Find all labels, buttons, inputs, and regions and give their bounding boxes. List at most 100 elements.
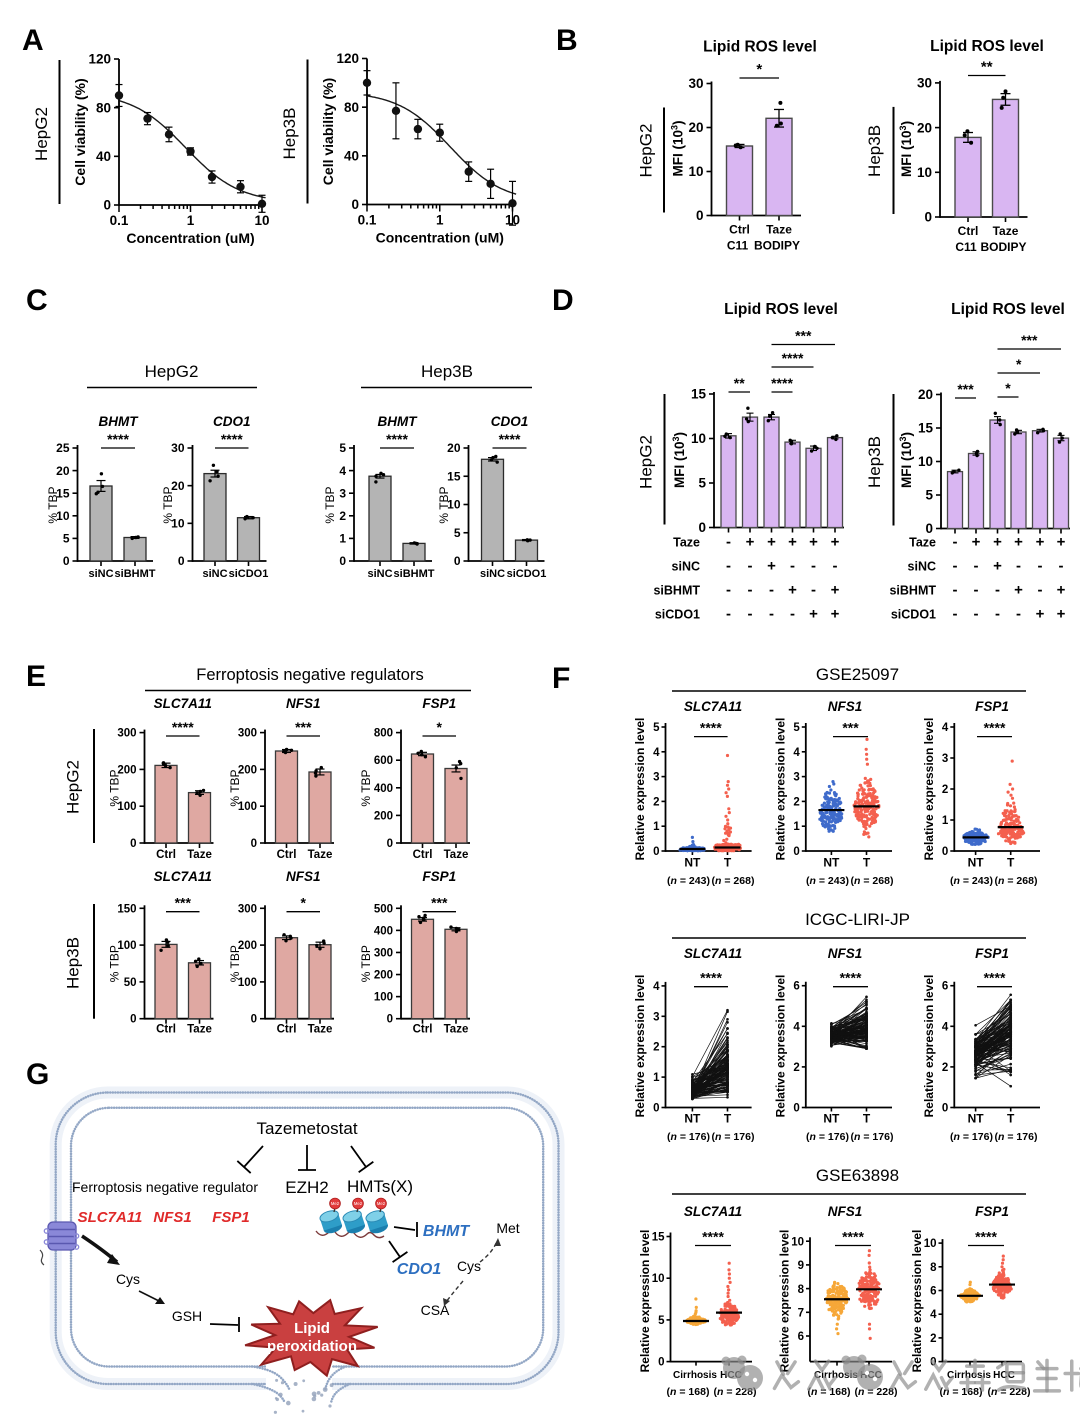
svg-text:1: 1 bbox=[793, 821, 800, 833]
svg-text:Ctrl: Ctrl bbox=[156, 849, 176, 861]
svg-text:0: 0 bbox=[653, 846, 659, 858]
svg-text:siCDO1: siCDO1 bbox=[507, 568, 547, 580]
svg-text:(n = 176): (n = 176) bbox=[667, 1131, 710, 1143]
svg-text:**: ** bbox=[734, 375, 745, 391]
svg-text:0: 0 bbox=[793, 846, 799, 858]
svg-text:SLC7A11: SLC7A11 bbox=[154, 696, 212, 711]
svg-text:***: *** bbox=[431, 895, 448, 911]
svg-text:5: 5 bbox=[63, 532, 70, 546]
svg-text:ICGC-LIRI-JP: ICGC-LIRI-JP bbox=[805, 910, 910, 929]
svg-text:0: 0 bbox=[942, 846, 948, 858]
svg-text:Lipid ROS level: Lipid ROS level bbox=[951, 301, 1065, 318]
svg-text:0: 0 bbox=[63, 554, 70, 568]
svg-text:T: T bbox=[1007, 856, 1015, 870]
svg-text:10: 10 bbox=[254, 213, 269, 228]
svg-text:Cirrhosis: Cirrhosis bbox=[947, 1370, 991, 1381]
svg-text:NFS1: NFS1 bbox=[828, 699, 863, 714]
svg-text:-: - bbox=[1038, 582, 1043, 599]
svg-text:-: - bbox=[811, 558, 816, 575]
svg-text:-: - bbox=[1016, 558, 1021, 575]
svg-text:Taze: Taze bbox=[673, 536, 700, 550]
svg-text:120: 120 bbox=[336, 51, 359, 66]
svg-text:+: + bbox=[993, 534, 1002, 551]
svg-text:*: * bbox=[756, 61, 762, 78]
svg-text:1: 1 bbox=[653, 821, 660, 833]
svg-text:% TBP: % TBP bbox=[359, 945, 373, 982]
svg-text:CDO1: CDO1 bbox=[491, 414, 529, 429]
svg-text:0: 0 bbox=[793, 1103, 799, 1115]
svg-text:siCDO1: siCDO1 bbox=[891, 608, 936, 622]
svg-text:*: * bbox=[1005, 380, 1011, 396]
svg-text:Relative expression level: Relative expression level bbox=[922, 718, 936, 861]
svg-text:-: - bbox=[995, 606, 1000, 623]
svg-text:Relative expression level: Relative expression level bbox=[773, 975, 787, 1118]
svg-text:30: 30 bbox=[171, 441, 185, 455]
svg-text:20: 20 bbox=[56, 464, 70, 478]
svg-text:(n = 176): (n = 176) bbox=[806, 1131, 849, 1143]
svg-text:5: 5 bbox=[339, 441, 346, 455]
svg-text:NT: NT bbox=[968, 856, 985, 870]
svg-text:5: 5 bbox=[925, 488, 933, 503]
svg-text:-: - bbox=[974, 582, 979, 599]
svg-text:-: - bbox=[974, 606, 979, 623]
svg-text:-: - bbox=[1016, 606, 1021, 623]
svg-text:1: 1 bbox=[942, 815, 949, 827]
svg-text:-: - bbox=[953, 582, 958, 599]
svg-text:600: 600 bbox=[374, 755, 393, 767]
svg-text:5: 5 bbox=[698, 476, 706, 491]
svg-text:2: 2 bbox=[339, 509, 346, 523]
svg-text:5: 5 bbox=[653, 722, 660, 734]
svg-text:5: 5 bbox=[658, 1315, 665, 1327]
svg-text:15: 15 bbox=[447, 469, 461, 483]
svg-text:siNC: siNC bbox=[202, 568, 227, 580]
svg-text:% TBP: % TBP bbox=[437, 486, 451, 523]
svg-text:Taze: Taze bbox=[766, 223, 792, 237]
svg-text:3: 3 bbox=[653, 772, 659, 784]
svg-text:Relative expression level: Relative expression level bbox=[773, 718, 787, 861]
svg-text:Relative expression level: Relative expression level bbox=[778, 1230, 792, 1373]
svg-text:siBHMT: siBHMT bbox=[115, 568, 156, 580]
svg-text:FSP1: FSP1 bbox=[422, 696, 456, 711]
svg-text:200: 200 bbox=[238, 940, 257, 952]
svg-text:NT: NT bbox=[823, 856, 840, 870]
svg-text:2: 2 bbox=[942, 1062, 948, 1074]
svg-text:6: 6 bbox=[793, 981, 799, 993]
svg-text:C: C bbox=[26, 284, 48, 317]
svg-text:3: 3 bbox=[942, 753, 948, 765]
svg-text:HCC: HCC bbox=[993, 1370, 1015, 1381]
svg-text:Ctrl: Ctrl bbox=[413, 1024, 433, 1036]
svg-text:1: 1 bbox=[653, 1072, 660, 1084]
svg-text:400: 400 bbox=[374, 925, 393, 937]
svg-text:HepG2: HepG2 bbox=[637, 124, 656, 178]
svg-text:-: - bbox=[726, 558, 731, 575]
svg-text:Hep3B: Hep3B bbox=[280, 108, 299, 160]
svg-text:NFS1: NFS1 bbox=[153, 1209, 191, 1226]
svg-text:% TBP: % TBP bbox=[108, 769, 122, 806]
svg-text:Ctrl: Ctrl bbox=[413, 849, 433, 861]
svg-text:NFS1: NFS1 bbox=[286, 696, 321, 711]
svg-text:10: 10 bbox=[56, 509, 70, 523]
svg-text:100: 100 bbox=[374, 992, 393, 1004]
svg-text:*: * bbox=[1016, 356, 1022, 372]
svg-text:0: 0 bbox=[130, 1014, 136, 1026]
svg-text:10: 10 bbox=[652, 1273, 665, 1285]
svg-text:Relative expression level: Relative expression level bbox=[922, 975, 936, 1118]
svg-text:-: - bbox=[748, 582, 753, 599]
svg-text:siNC: siNC bbox=[88, 568, 113, 580]
svg-text:200: 200 bbox=[238, 764, 257, 776]
svg-text:FSP1: FSP1 bbox=[422, 869, 456, 884]
svg-text:***: *** bbox=[957, 381, 974, 397]
svg-text:+: + bbox=[1014, 534, 1023, 551]
svg-text:*: * bbox=[301, 895, 307, 911]
svg-text:**: ** bbox=[981, 59, 993, 76]
svg-text:****: **** bbox=[984, 720, 1006, 736]
svg-text:***: *** bbox=[175, 895, 192, 911]
svg-text:+: + bbox=[809, 534, 818, 551]
svg-text:(n = 168): (n = 168) bbox=[940, 1386, 983, 1398]
svg-text:10: 10 bbox=[691, 431, 706, 446]
svg-text:Relative expression level: Relative expression level bbox=[633, 718, 647, 861]
svg-text:2: 2 bbox=[793, 796, 799, 808]
svg-text:(n = 268): (n = 268) bbox=[995, 875, 1038, 887]
svg-text:HepG2: HepG2 bbox=[64, 760, 83, 814]
svg-text:(n = 176): (n = 176) bbox=[712, 1131, 755, 1143]
